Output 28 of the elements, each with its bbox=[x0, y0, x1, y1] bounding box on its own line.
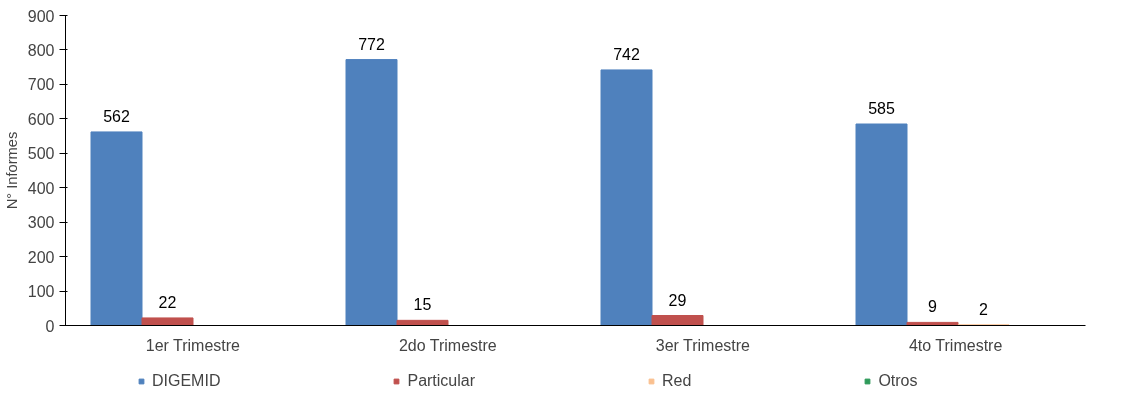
data-label: 742 bbox=[613, 45, 640, 63]
x-tick-label: 4to Trimestre bbox=[908, 336, 1003, 354]
legend-label: Otros bbox=[878, 372, 918, 390]
x-tick-label: 2do Trimestre bbox=[398, 336, 497, 354]
x-tick-label: 3er Trimestre bbox=[655, 336, 751, 354]
y-tick-label: 900 bbox=[27, 7, 55, 25]
data-label: 772 bbox=[358, 35, 385, 53]
legend-label: Particular bbox=[407, 372, 476, 390]
data-label: 562 bbox=[103, 107, 130, 125]
legend-label: DIGEMID bbox=[152, 372, 221, 390]
y-tick-label: 600 bbox=[27, 110, 55, 128]
y-tick-label: 400 bbox=[27, 179, 55, 197]
y-tick-label: 0 bbox=[45, 317, 55, 335]
y-tick-label: 200 bbox=[27, 248, 55, 266]
data-label: 15 bbox=[413, 296, 432, 314]
data-label: 22 bbox=[158, 293, 177, 311]
y-tick-label: 100 bbox=[27, 283, 55, 301]
data-label: 2 bbox=[979, 300, 989, 318]
y-tick-label: 700 bbox=[27, 76, 55, 94]
x-tick-label: 1er Trimestre bbox=[145, 336, 241, 354]
legend-label: Red bbox=[662, 372, 692, 390]
data-label: 9 bbox=[928, 298, 938, 316]
y-axis-title: N° Informes bbox=[3, 131, 20, 210]
data-label: 29 bbox=[668, 291, 687, 309]
y-tick-label: 500 bbox=[27, 145, 55, 163]
data-label: 585 bbox=[868, 100, 895, 117]
y-tick-label: 300 bbox=[27, 214, 55, 232]
y-tick-label: 800 bbox=[27, 41, 55, 59]
